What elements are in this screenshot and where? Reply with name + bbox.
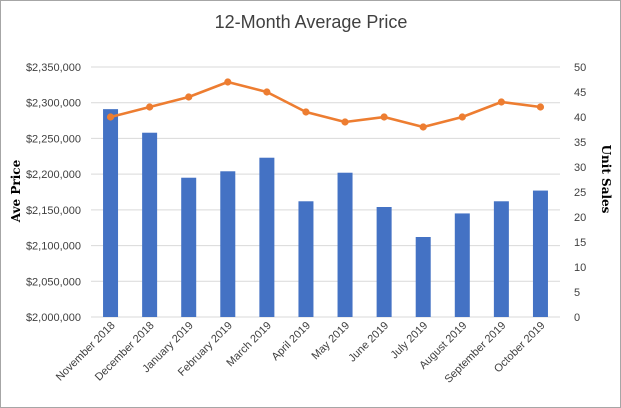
y2-tick-label: 15 xyxy=(574,237,586,249)
y2-tick-label: 50 xyxy=(574,62,586,74)
unit-sales-point xyxy=(146,103,154,111)
price-bar xyxy=(337,172,353,317)
price-bar xyxy=(142,132,158,317)
y2-tick-label: 10 xyxy=(574,262,586,274)
unit-sales-point xyxy=(536,103,545,111)
price-bar xyxy=(415,237,431,317)
unit-sales-point xyxy=(263,88,271,96)
y2-tick-label: 0 xyxy=(574,312,580,324)
y2-tick-label: 40 xyxy=(574,112,586,124)
price-bar xyxy=(493,201,509,317)
unit-sales-point xyxy=(224,78,232,86)
unit-sales-point xyxy=(497,98,505,106)
price-bar xyxy=(103,109,119,318)
unit-sales-point xyxy=(341,118,349,126)
y-tick-label: $2,200,000 xyxy=(26,169,81,181)
chart-title: 12-Month Average Price xyxy=(215,12,408,32)
price-bar xyxy=(454,213,470,317)
y2-tick-label: 30 xyxy=(574,162,586,174)
left-axis-ticks: $2,000,000 $2,050,000 $2,100,000 $2,150,000… xyxy=(26,62,81,324)
price-bar xyxy=(259,157,275,317)
price-bar xyxy=(376,207,392,317)
price-bar xyxy=(298,201,314,317)
y-tick-label: $2,250,000 xyxy=(26,133,81,145)
y-tick-label: $2,300,000 xyxy=(26,98,81,110)
y-tick-label: $2,150,000 xyxy=(26,205,81,217)
right-axis-ticks: 0 5 10 15 20 25 30 35 40 45 50 xyxy=(574,62,586,324)
unit-sales-point xyxy=(458,113,466,121)
price-bar xyxy=(220,171,236,317)
y2-tick-label: 5 xyxy=(574,287,580,299)
unit-sales-point xyxy=(106,113,115,121)
y-tick-label: $2,050,000 xyxy=(26,276,81,288)
bar-series xyxy=(103,109,548,318)
y2-tick-label: 20 xyxy=(574,212,586,224)
y2-tick-label: 25 xyxy=(574,187,586,199)
line-series xyxy=(106,78,545,131)
unit-sales-point xyxy=(302,108,310,116)
unit-sales-line xyxy=(110,80,541,129)
y-tick-label: $2,350,000 xyxy=(26,62,81,74)
y-axis-title: Ave Price xyxy=(9,159,23,223)
unit-sales-point xyxy=(380,113,388,121)
price-bar xyxy=(181,177,197,317)
y-tick-label: $2,100,000 xyxy=(26,241,81,253)
unit-sales-point xyxy=(185,93,193,101)
x-tick-label: April 2019 xyxy=(270,320,314,364)
x-tick-label: June 2019 xyxy=(346,320,391,365)
y2-tick-label: 45 xyxy=(574,87,586,99)
y2-tick-label: 35 xyxy=(574,137,586,149)
y-tick-label: $2,000,000 xyxy=(26,312,81,324)
y2-axis-title: Unit Sales xyxy=(599,145,613,214)
price-bar xyxy=(532,190,548,317)
unit-sales-point xyxy=(419,123,427,131)
